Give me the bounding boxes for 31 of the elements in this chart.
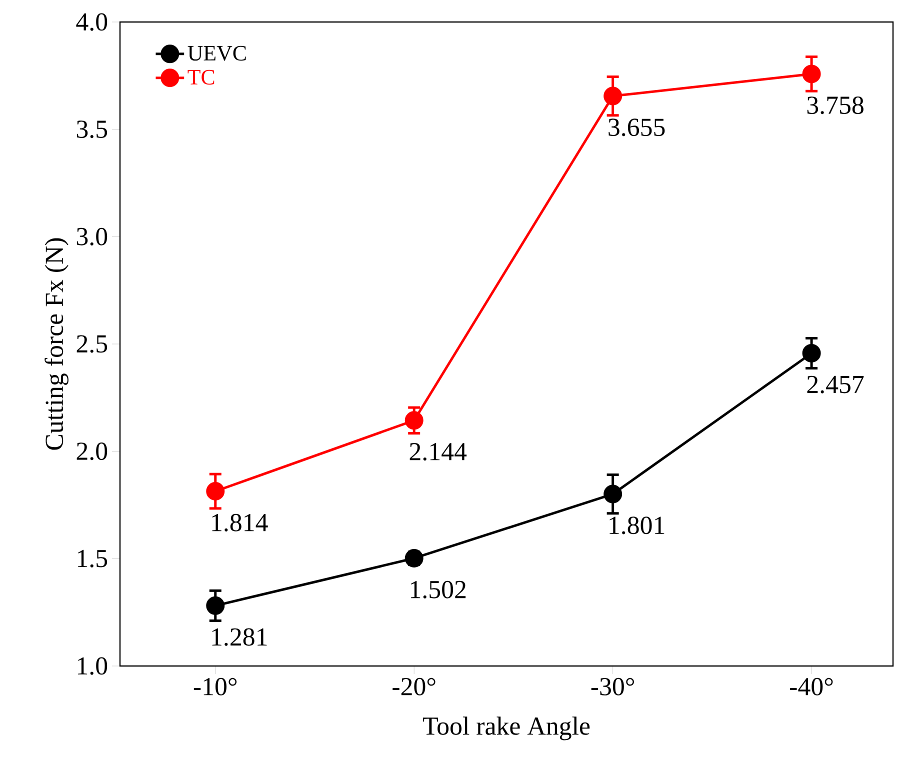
point <box>404 411 424 430</box>
point <box>404 548 424 568</box>
y-tick-label: 3.5 <box>76 120 108 138</box>
data-label: 1.814 <box>212 514 268 532</box>
y-tick-label: 2.0 <box>76 442 108 460</box>
x-axis-title: Tool rake Angle <box>423 716 590 740</box>
point <box>604 484 622 504</box>
data-label: 2.144 <box>410 443 467 461</box>
point <box>604 86 622 106</box>
legend-label: TC <box>188 70 214 85</box>
x-tick-label: -20° <box>392 678 436 696</box>
data-label: 1.502 <box>410 580 466 598</box>
legend-label: UEVC <box>188 46 246 61</box>
data-label: 1.801 <box>610 516 664 534</box>
point <box>802 64 821 84</box>
point <box>206 482 225 501</box>
y-tick-label: 3.0 <box>76 228 108 246</box>
data-label: 2.457 <box>807 376 864 394</box>
y-tick-label: 2.5 <box>76 335 108 353</box>
x-tick-label: -10° <box>194 678 237 696</box>
data-label: 3.758 <box>807 96 864 114</box>
data-label: 1.281 <box>212 628 267 646</box>
y-axis-title: Cutting force Fx (N) <box>44 238 68 450</box>
x-tick-label: -30° <box>591 678 634 696</box>
x-tick-label: -40° <box>790 678 833 696</box>
y-tick-label: 1.0 <box>78 657 108 675</box>
data-label: 3.655 <box>608 118 665 136</box>
point <box>206 596 225 615</box>
y-tick-label: 4.0 <box>76 13 108 31</box>
point <box>802 344 821 362</box>
y-tick-label: 1.5 <box>78 550 108 568</box>
